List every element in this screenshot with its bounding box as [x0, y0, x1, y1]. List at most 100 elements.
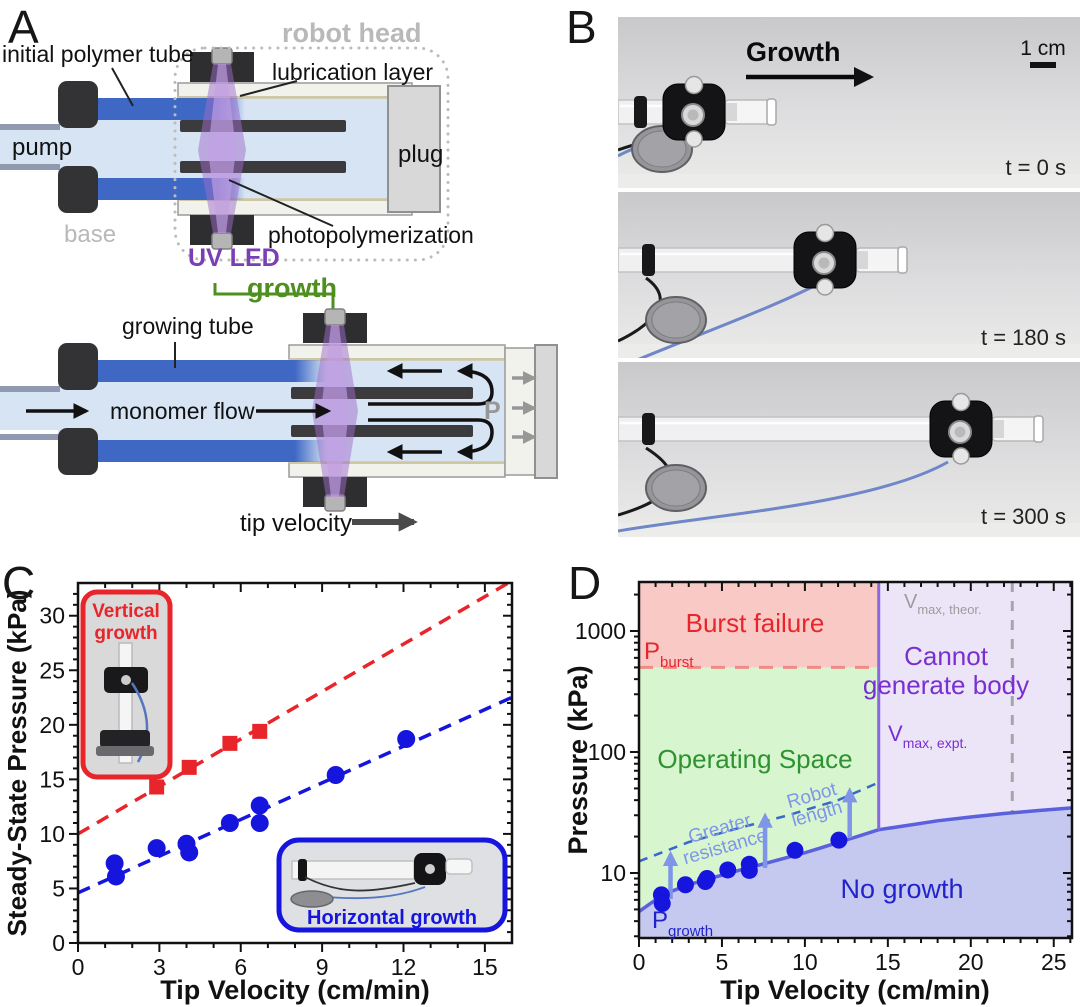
pressure-label: P: [484, 397, 501, 425]
data-point-vertical: [149, 779, 165, 795]
d-x-tick-label: 20: [958, 949, 984, 975]
burst-region: [639, 582, 879, 668]
data-point: [698, 870, 716, 888]
panel-c-chart: 0 3 6 9 12 15 0 5 10 15 20 25 30 Vertical growth Hor…: [2, 581, 514, 1005]
head-port-bottom: [816, 278, 834, 296]
data-point-horizontal: [397, 730, 416, 748]
horizontal-growth-inset: Horizontal growth: [276, 837, 508, 933]
data-point-horizontal: [105, 854, 124, 873]
c-x-tick-label: 6: [234, 954, 247, 980]
initial-polymer-tube-label: initial polymer tube: [2, 41, 194, 67]
photo-frame-1: t = 180 s: [618, 192, 1080, 358]
timestamp-label: t = 300 s: [981, 504, 1066, 529]
initial-polymer-tube-top: [95, 98, 217, 120]
p-burst-label: Pburst: [644, 638, 694, 671]
c-y-tick-label: 0: [52, 930, 65, 956]
blue-wire: [637, 282, 819, 358]
photo-frame-2: t = 300 s: [618, 362, 1080, 537]
v-max-theor-label: Vmax, theor.: [904, 591, 982, 617]
d-x-axis-title: Tip Velocity (cm/min): [720, 975, 990, 1005]
head-port-bottom: [685, 130, 703, 148]
d-x-tick-label: 10: [792, 949, 818, 975]
uv-led-label: UV LED: [188, 244, 280, 272]
growing-tube-label: growing tube: [122, 313, 254, 339]
tube-collar: [642, 413, 655, 445]
fit-line-horizontal: [77, 695, 513, 895]
vertical-growth-inset: Vertical growth: [80, 589, 173, 780]
data-point-horizontal: [180, 843, 199, 862]
head-port-top: [951, 392, 971, 412]
scale-bar: [1030, 62, 1056, 68]
growth-label: growth: [247, 273, 337, 303]
timestamp-label: t = 180 s: [981, 325, 1066, 350]
data-point-horizontal: [220, 814, 239, 832]
growth-direction-label: Growth: [746, 37, 841, 67]
panel-d-chart: 0 5 10 15 20 25 10 100 1000 Burst failure Pburst…: [565, 580, 1074, 1005]
v-max-expt-label: Vmax, expt.: [888, 721, 967, 751]
robot-head-diagram: robot head initial polymer tube lubricat…: [0, 18, 474, 272]
table-edge: [618, 174, 1080, 188]
d-x-tick-label: 15: [875, 949, 901, 975]
growing-tube-top: [95, 360, 295, 382]
d-x-tick-label: 5: [716, 949, 729, 975]
panel-b-letter: B: [566, 1, 597, 53]
c-x-tick-label: 12: [391, 954, 417, 980]
d-x-tick-label: 25: [1041, 949, 1067, 975]
photo-frame-0: Growth 1 cm t = 0 s: [618, 17, 1080, 188]
no-growth-label: No growth: [840, 874, 963, 904]
table-edge: [618, 523, 1080, 537]
data-point: [830, 831, 848, 849]
tube-tip: [855, 247, 903, 273]
c-x-tick-label: 0: [72, 954, 85, 980]
vertical-growth-label-line1: Vertical: [92, 601, 160, 622]
no-growth-region: [639, 807, 1072, 938]
c-y-tick-label: 25: [39, 657, 65, 683]
growth-boundary-curve: [637, 806, 1073, 913]
tube-collar: [634, 96, 647, 128]
c-y-tick-label: 10: [39, 821, 65, 847]
d-y-tick-label: 10: [600, 860, 626, 886]
d-y-axis-title: Pressure (kPa): [565, 665, 593, 854]
panel-a-letter: A: [8, 1, 39, 53]
initial-polymer-tube-bottom: [95, 178, 217, 200]
operating-space-label: Operating Space: [657, 744, 852, 774]
panel-a-schematic: robot head initial polymer tube lubricat…: [0, 18, 558, 537]
growing-robot-diagram: growth growing tube monomer flow P tip v…: [0, 273, 558, 537]
c-x-tick-label: 15: [472, 954, 498, 980]
burst-failure-label: Burst failure: [686, 608, 825, 638]
plug-block: [387, 85, 441, 213]
robot-head-outline: [173, 46, 450, 262]
timestamp-label: t = 0 s: [1005, 155, 1066, 180]
data-point-vertical: [252, 723, 268, 739]
operating-region: [639, 667, 879, 912]
data-point-horizontal: [326, 766, 345, 784]
grown-tube: [618, 416, 935, 442]
fit-line-vertical: [77, 581, 510, 836]
horizontal-growth-label: Horizontal growth: [307, 907, 477, 929]
tube-tip: [991, 416, 1039, 442]
p-growth-label: Pgrowth: [652, 907, 713, 940]
photopolymerization-label: photopolymerization: [268, 222, 474, 248]
d-y-tick-label: 100: [588, 739, 626, 765]
cannot-region: [878, 582, 1072, 830]
tip-velocity-label: tip velocity: [240, 510, 352, 537]
head-port-top: [815, 223, 835, 243]
photo-background: [618, 362, 1080, 537]
c-y-tick-label: 5: [52, 875, 65, 901]
c-y-tick-label: 30: [39, 603, 65, 629]
data-point: [740, 861, 758, 879]
c-x-tick-label: 3: [153, 954, 166, 980]
d-x-tick-label: 0: [633, 949, 646, 975]
d-y-tick-label: 1000: [575, 618, 626, 644]
c-y-tick-label: 15: [39, 766, 65, 792]
growing-tube-bottom: [95, 440, 295, 462]
c-x-tick-label: 9: [316, 954, 329, 980]
head-port-top: [684, 75, 704, 95]
monomer-flow-label: monomer flow: [110, 398, 255, 424]
vertical-growth-label-line2: growth: [94, 623, 157, 644]
panel-c-letter: C: [2, 557, 36, 609]
data-point-horizontal: [106, 867, 125, 886]
robot-head-label: robot head: [282, 18, 422, 48]
lubrication-layer-label: lubrication layer: [272, 59, 433, 85]
